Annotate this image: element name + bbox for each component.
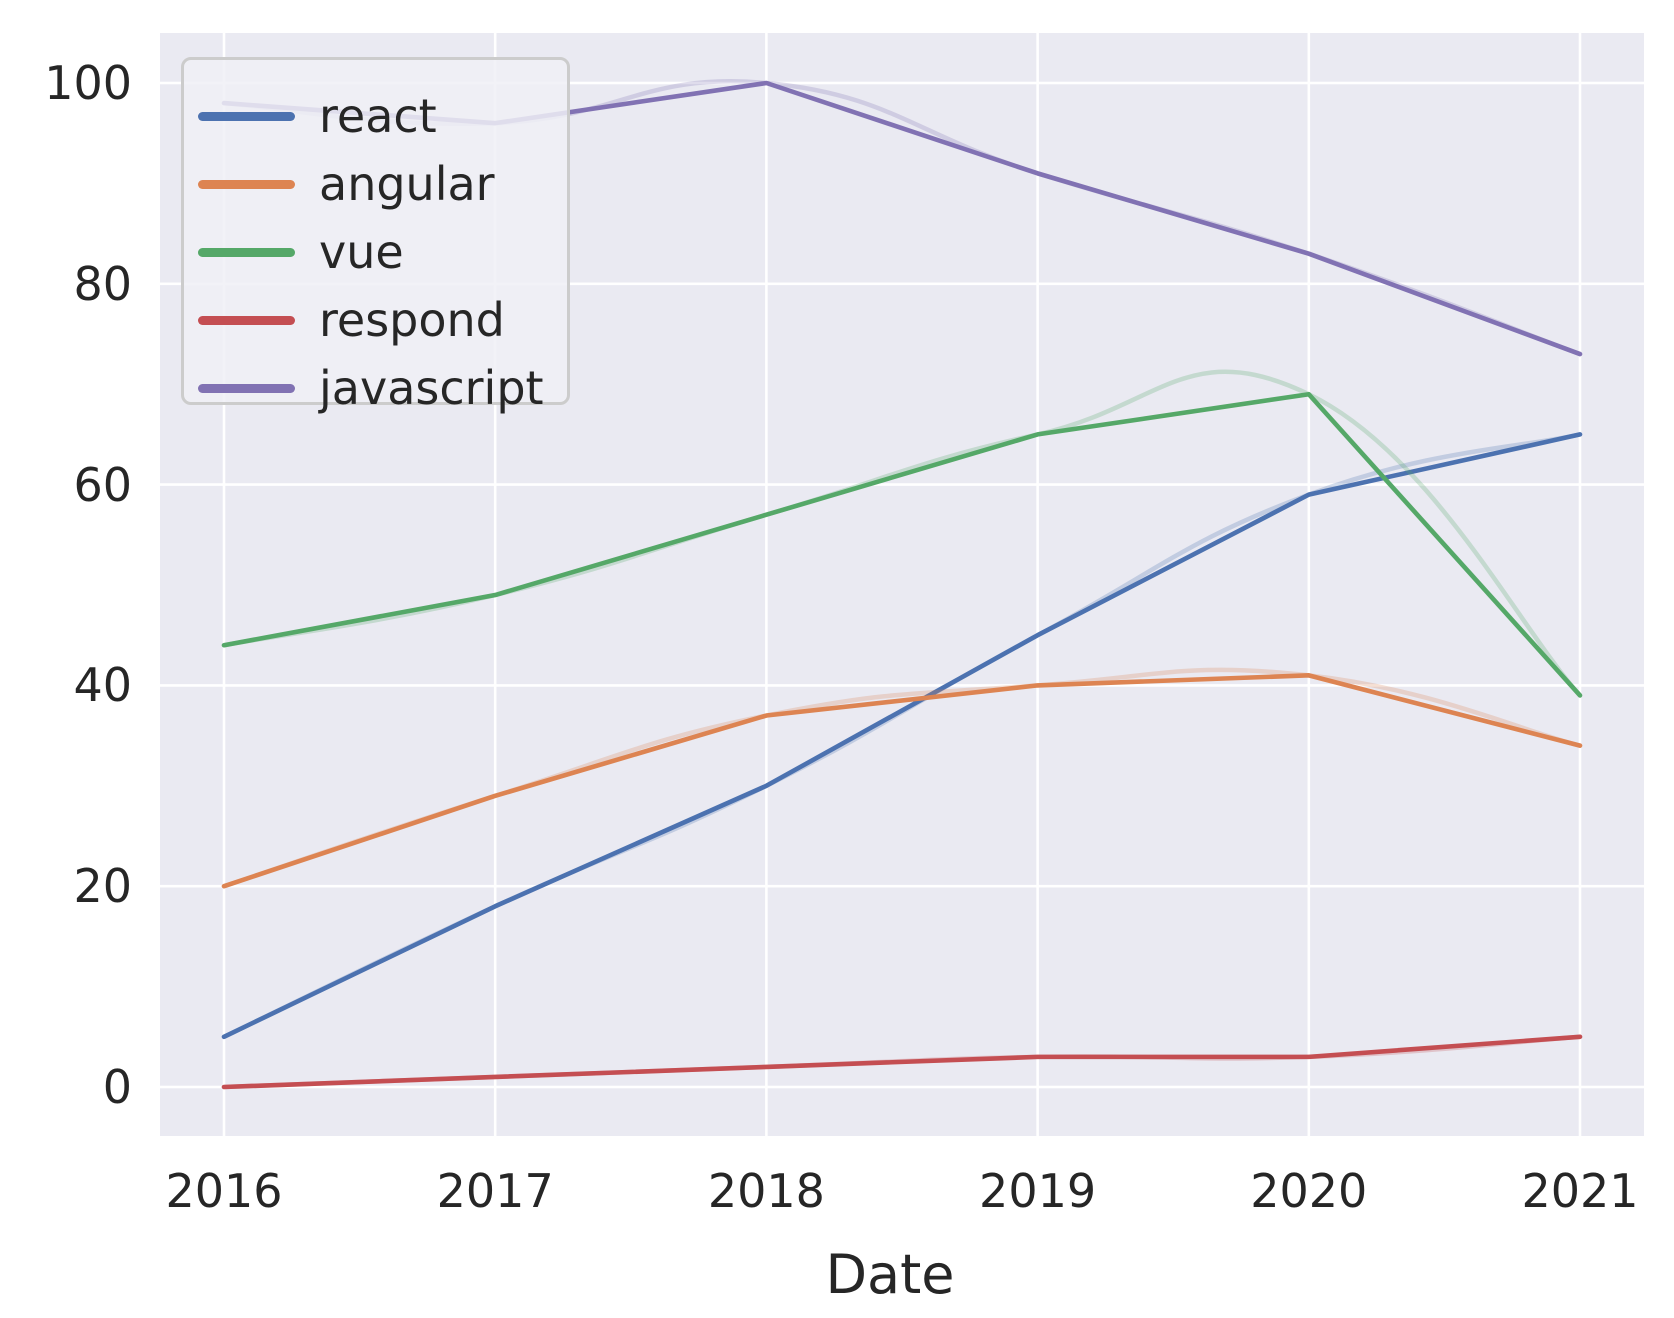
legend-swatch-vue (198, 247, 295, 257)
legend-label: angular (319, 157, 495, 211)
series-angular-line (221, 673, 1583, 889)
legend-label: react (319, 89, 437, 143)
y-tick-label: 60 (73, 457, 132, 512)
y-tick-label: 0 (102, 1060, 132, 1114)
legend-swatch-react (198, 111, 295, 121)
y-tick-label: 20 (73, 859, 132, 914)
y-tick-label: 100 (44, 56, 132, 110)
x-axis-title: Date (825, 1243, 955, 1306)
series-react-line (221, 432, 1583, 1040)
legend-item-angular: angular (198, 150, 567, 218)
legend-swatch-angular (198, 179, 295, 189)
legend-swatch-javascript (198, 383, 295, 393)
y-tick-label: 40 (73, 658, 132, 713)
x-tick-label: 2016 (165, 1164, 283, 1218)
legend-label: javascript (319, 361, 544, 415)
x-tick-label: 2018 (707, 1164, 825, 1218)
x-tick-label: 2019 (979, 1164, 1097, 1218)
legend-label: vue (319, 225, 404, 279)
legend-item-vue: vue (198, 218, 567, 286)
legend-item-javascript: javascript (198, 354, 567, 422)
legend-item-respond: respond (198, 286, 567, 354)
y-tick-label: 80 (73, 256, 132, 311)
x-tick-label: 2020 (1250, 1164, 1368, 1218)
legend-swatch-respond (198, 315, 295, 325)
legend-item-react: react (198, 82, 567, 150)
x-tick-label: 2021 (1521, 1164, 1639, 1218)
legend: react angular vue respond javascript (181, 57, 570, 411)
legend-label: respond (319, 293, 505, 347)
x-tick-label: 2017 (436, 1164, 554, 1218)
series-respond-line (221, 1034, 1583, 1090)
series-vue-line (221, 391, 1583, 698)
